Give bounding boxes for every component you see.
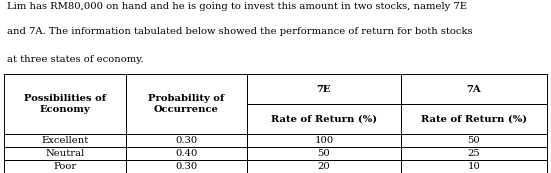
Bar [247,160,401,173]
Text: 25: 25 [467,149,480,158]
Text: Rate of Return (%): Rate of Return (%) [271,114,377,123]
Bar [247,147,401,160]
Text: Excellent: Excellent [41,136,89,145]
Text: 10: 10 [467,162,480,171]
Text: 50: 50 [317,149,331,158]
Bar [401,134,547,147]
Bar [401,147,547,160]
Text: 0.30: 0.30 [175,136,197,145]
Bar [401,104,547,134]
Bar [4,147,126,160]
Text: at three states of economy.: at three states of economy. [7,55,143,64]
Bar [401,75,547,104]
Text: and 7A. The information tabulated below showed the performance of return for bot: and 7A. The information tabulated below … [7,28,472,37]
Bar [401,160,547,173]
Bar [126,134,247,147]
Bar [4,160,126,173]
Bar [126,147,247,160]
Bar [247,104,401,134]
Text: Poor: Poor [53,162,77,171]
Bar [126,160,247,173]
Text: Neutral: Neutral [45,149,85,158]
Text: 50: 50 [467,136,480,145]
Bar [247,134,401,147]
Text: Probability of
Occurrence: Probability of Occurrence [148,94,224,114]
Text: 7A: 7A [467,85,481,94]
Bar [126,75,247,134]
Bar [247,75,401,104]
Text: 100: 100 [315,136,333,145]
Text: 0.30: 0.30 [175,162,197,171]
Text: 7E: 7E [317,85,331,94]
Bar [4,134,126,147]
Text: Possibilities of
Economy: Possibilities of Economy [24,94,106,114]
Text: Lim has RM80,000 on hand and he is going to invest this amount in two stocks, na: Lim has RM80,000 on hand and he is going… [7,2,467,11]
Text: Rate of Return (%): Rate of Return (%) [421,114,527,123]
Text: 20: 20 [317,162,331,171]
Bar [4,75,126,134]
Text: 0.40: 0.40 [175,149,197,158]
